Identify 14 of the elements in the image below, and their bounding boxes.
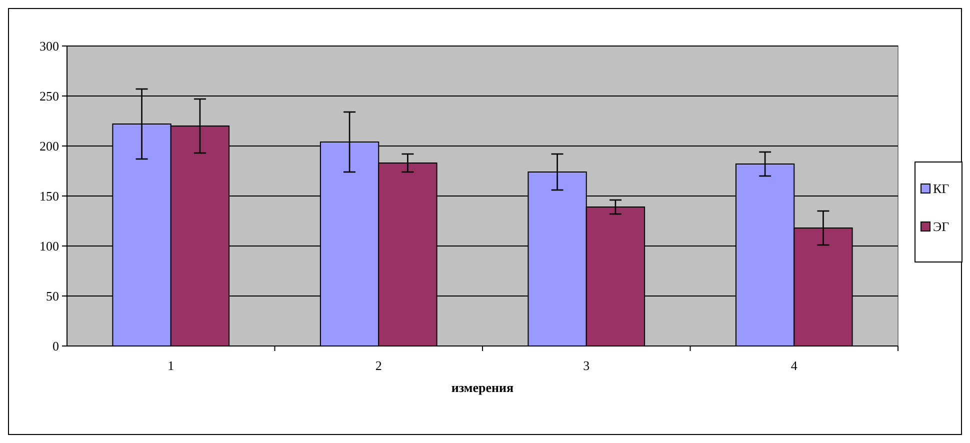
y-tick-label: 50 <box>46 288 59 304</box>
legend-label: КГ <box>933 181 950 196</box>
y-tick-label: 150 <box>40 188 59 204</box>
y-tick-label: 200 <box>40 138 59 154</box>
x-tick-label: 2 <box>375 358 382 373</box>
x-tick-label: 3 <box>583 358 590 373</box>
y-tick-label: 0 <box>52 338 59 354</box>
y-tick-label: 250 <box>40 88 59 104</box>
x-axis-title: измерения <box>451 380 514 395</box>
x-tick-label: 1 <box>168 358 174 373</box>
x-tick-label: 4 <box>790 358 798 373</box>
y-tick-label: 300 <box>40 38 59 54</box>
y-tick-label: 100 <box>40 238 59 254</box>
legend-label: ЭГ <box>933 219 950 234</box>
